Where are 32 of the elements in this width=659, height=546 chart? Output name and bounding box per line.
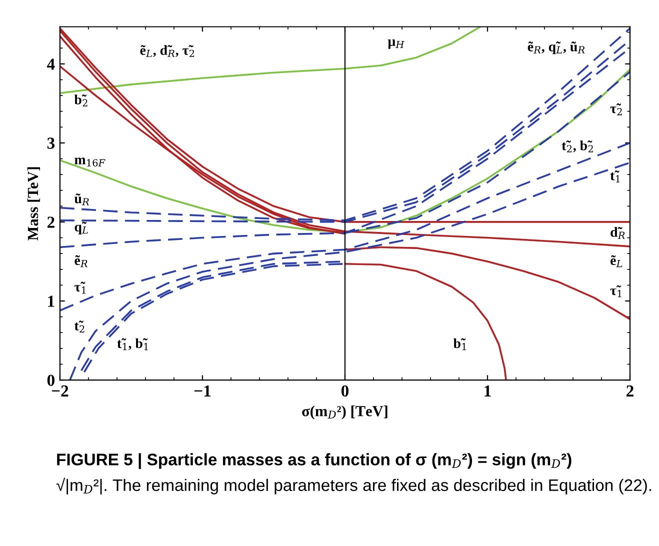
y-tick-label: 1 <box>48 296 54 307</box>
text: √|m$_{D}$²|. The remaining model parameters are fixed as described in Equation (22). <box>56 478 652 494</box>
caption: FIGURE 5 | Sparticle masses as a function of σ (m$_{D}$²) = sign (m$_{D}$²) <box>57 453 572 469</box>
annotation: τ̃$_{1}$ <box>610 285 622 298</box>
annotation: t̃$_{2}$ <box>74 320 84 332</box>
annotation: b̃$_{1}$ <box>453 338 466 350</box>
annotation: τ̃$_{1}$ <box>74 282 86 294</box>
x-tick-label: 2 <box>626 385 634 396</box>
x-tick-label: −2 <box>52 385 68 396</box>
annotation: t̃$_{2}$, b̃$_{2}$ <box>562 140 593 152</box>
annotation: b̃$_{2}$ <box>74 94 88 106</box>
y-tick-label: 3 <box>47 138 55 149</box>
x-axis-title: σ(m$_{D}$²) [TeV] <box>302 406 388 420</box>
annotation: m$_{16F}$ <box>74 158 106 167</box>
annotation: ẽ$_{R}$ <box>74 255 88 268</box>
annotation: ũ$_{R}$ <box>74 193 90 206</box>
annotation: τ̃$_{2}$ <box>610 103 622 116</box>
annotation: d̃$_{R}$ <box>610 227 625 239</box>
annotation: ẽ$_{L}$, d̃$_{R}$, τ̃$_{2}$ <box>140 45 194 57</box>
y-tick-label: 0 <box>47 374 54 386</box>
annotation: t̃$_{1}$, b̃$_{1}$ <box>117 338 148 350</box>
annotation: ẽ$_{L}$ <box>610 255 622 268</box>
y-tick-label: 4 <box>47 58 55 70</box>
annotation: ẽ$_{R}$, q̃$_{L}$, ũ$_{R}$ <box>528 42 585 54</box>
x-tick-label: 1 <box>484 385 491 396</box>
x-tick-label: −1 <box>194 385 211 396</box>
x-tick-label: 0 <box>341 385 349 397</box>
annotation: t̃$_{1}$ <box>610 170 620 182</box>
y-tick-label: 2 <box>47 216 54 228</box>
annotation: μ$_{H}$ <box>388 40 404 49</box>
annotation: q̃$_{L}$ <box>74 222 88 234</box>
y-axis-title: Mass [TeV] <box>27 167 40 240</box>
